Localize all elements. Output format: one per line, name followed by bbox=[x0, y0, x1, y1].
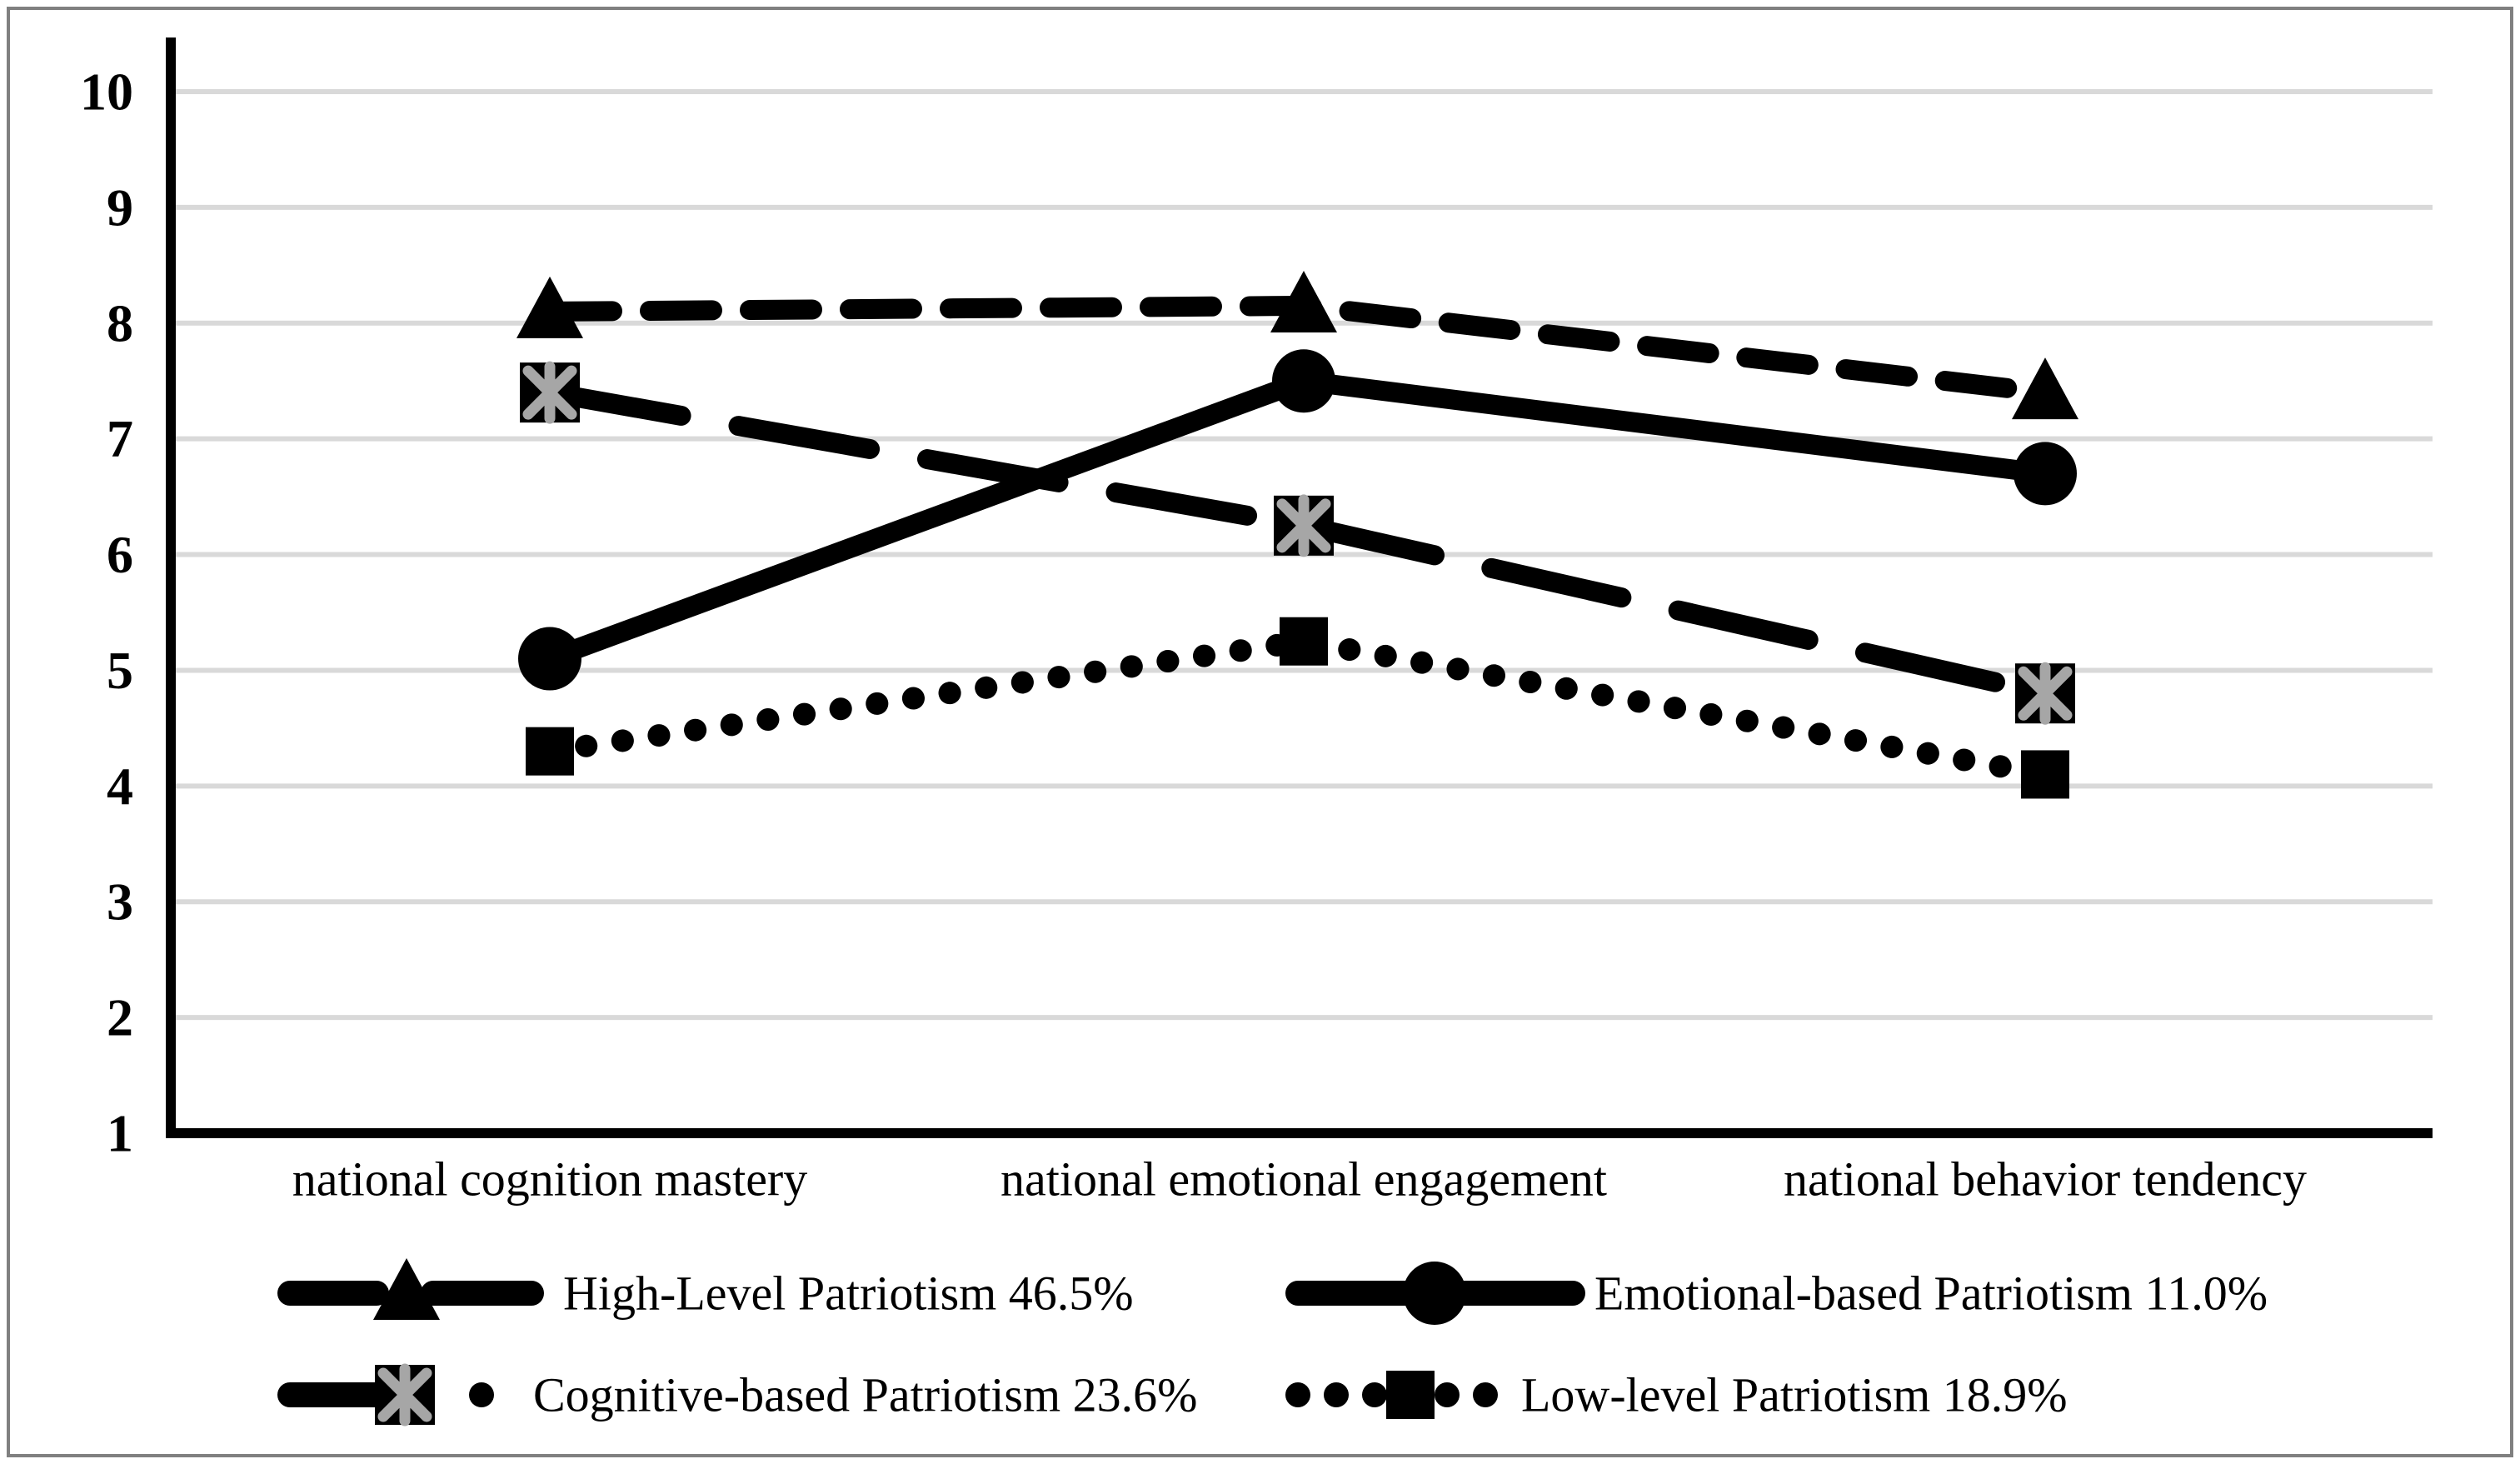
y-tick-label-1: 1 bbox=[107, 1104, 133, 1163]
legend-sample-0 bbox=[277, 1258, 544, 1320]
y-tick-label-8: 8 bbox=[107, 293, 133, 352]
asterisk-square-marker bbox=[2015, 662, 2075, 725]
triangle-marker bbox=[2012, 357, 2078, 420]
legend-sample-3 bbox=[1285, 1371, 1498, 1419]
asterisk-square-marker bbox=[520, 361, 580, 424]
legend-dot bbox=[1324, 1382, 1349, 1407]
y-tick-label-10: 10 bbox=[80, 62, 133, 122]
x-axis-category-labels: national cognition mastery national emoti… bbox=[292, 1152, 2307, 1207]
legend-dot bbox=[469, 1382, 494, 1407]
legend: High-Level Patriotism 46.5% Emotional-bas… bbox=[277, 1258, 2268, 1427]
asterisk-square-marker bbox=[1274, 494, 1334, 557]
circle-marker bbox=[2014, 442, 2077, 506]
triangle-marker bbox=[516, 276, 583, 338]
x-category-label-0: national cognition mastery bbox=[292, 1152, 808, 1207]
square-marker bbox=[2021, 750, 2069, 799]
circle-marker bbox=[518, 627, 581, 691]
legend-dot bbox=[1473, 1382, 1498, 1407]
square-marker bbox=[1280, 617, 1328, 666]
y-tick-label-6: 6 bbox=[107, 525, 133, 584]
circle-marker bbox=[1272, 349, 1335, 413]
legend-dot bbox=[1435, 1382, 1460, 1407]
legend-sample-1 bbox=[1285, 1262, 1585, 1325]
series-markers bbox=[516, 270, 2078, 799]
y-tick-label-4: 4 bbox=[107, 757, 133, 816]
asterisk-square-marker bbox=[375, 1363, 435, 1427]
x-category-label-2: national behavior tendency bbox=[1784, 1152, 2307, 1207]
legend-label-1: Emotional-based Patriotism 11.0% bbox=[1594, 1267, 2268, 1321]
triangle-marker bbox=[373, 1258, 440, 1320]
y-tick-label-7: 7 bbox=[107, 409, 133, 468]
y-tick-label-3: 3 bbox=[107, 872, 133, 932]
legend-dot bbox=[1285, 1382, 1310, 1407]
x-category-label-1: national emotional engagement bbox=[1001, 1152, 1607, 1207]
legend-label-3: Low-level Patriotism 18.9% bbox=[1521, 1368, 2068, 1422]
y-tick-label-2: 2 bbox=[107, 988, 133, 1047]
legend-label-2: Cognitive-based Patriotism 23.6% bbox=[533, 1368, 1197, 1422]
circle-marker bbox=[1403, 1262, 1466, 1325]
square-marker bbox=[1386, 1371, 1435, 1419]
axes bbox=[166, 37, 2433, 1138]
y-axis-tick-labels: 1 2 3 4 5 6 7 8 9 10 bbox=[80, 62, 133, 1163]
y-tick-label-9: 9 bbox=[107, 177, 133, 237]
legend-dot bbox=[1362, 1382, 1387, 1407]
y-tick-label-5: 5 bbox=[107, 641, 133, 700]
legend-label-0: High-Level Patriotism 46.5% bbox=[563, 1267, 1134, 1321]
figure-border bbox=[7, 7, 2513, 1457]
triangle-marker bbox=[1270, 270, 1337, 332]
square-marker bbox=[526, 727, 574, 776]
legend-sample-2 bbox=[277, 1363, 494, 1427]
